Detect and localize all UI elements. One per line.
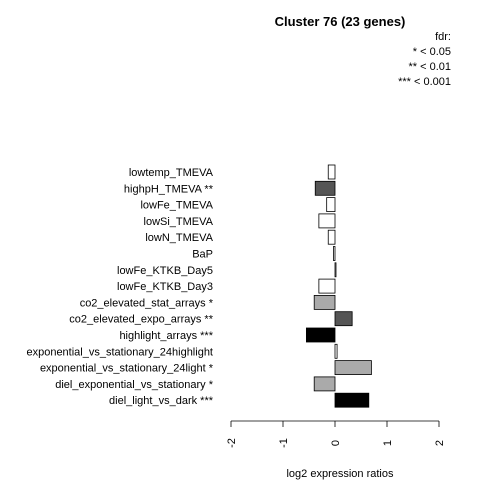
- x-axis-label: log2 expression ratios: [286, 468, 394, 480]
- bar-3: [318, 213, 336, 229]
- bar-11: [334, 343, 338, 359]
- category-label-2: lowFe_TMEVA: [140, 200, 213, 212]
- bar-12: [334, 360, 372, 376]
- bars-group: [305, 164, 372, 408]
- bar-10: [305, 327, 336, 343]
- category-label-9: co2_elevated_expo_arrays **: [69, 314, 213, 326]
- category-label-6: lowFe_KTKB_Day5: [117, 265, 213, 277]
- category-label-11: exponential_vs_stationary_24highlight: [26, 346, 213, 358]
- x-tick-label-4: 2: [434, 440, 446, 446]
- category-label-10: highlight_arrays ***: [119, 330, 213, 342]
- legend-entry-3: *** < 0.001: [398, 76, 451, 88]
- x-tick-label-1: -1: [278, 438, 290, 448]
- category-label-14: diel_light_vs_dark ***: [109, 395, 214, 407]
- category-label-1: highpH_TMEVA **: [124, 183, 214, 195]
- bar-5: [333, 246, 336, 261]
- category-label-0: lowtemp_TMEVA: [129, 167, 214, 179]
- category-label-5: BaP: [192, 249, 213, 261]
- bar-9: [334, 311, 353, 327]
- category-label-12: exponential_vs_stationary_24light *: [40, 363, 214, 375]
- bar-1: [314, 180, 336, 196]
- legend-entry-2: ** < 0.01: [408, 61, 451, 73]
- chart-title: Cluster 76 (23 genes): [275, 14, 406, 29]
- bar-0: [327, 164, 336, 180]
- legend-entry-1: * < 0.05: [413, 46, 451, 58]
- category-label-4: lowN_TMEVA: [145, 232, 213, 244]
- bar-13: [313, 376, 336, 392]
- category-label-8: co2_elevated_stat_arrays *: [80, 297, 214, 309]
- category-label-7: lowFe_KTKB_Day3: [117, 281, 213, 293]
- bar-6: [334, 262, 337, 278]
- category-labels: lowtemp_TMEVA highpH_TMEVA ** lowFe_TMEVAl…: [26, 167, 213, 407]
- bar-8: [313, 294, 336, 310]
- x-axis: -2 -1 0 1 2: [226, 420, 446, 448]
- x-tick-label-3: 1: [382, 440, 394, 446]
- category-label-3: lowSi_TMEVA: [144, 216, 214, 228]
- bar-2: [326, 197, 336, 213]
- bar-7: [318, 278, 336, 294]
- bar-14: [334, 392, 370, 408]
- category-label-13: diel_exponential_vs_stationary *: [55, 379, 213, 391]
- x-tick-label-2: 0: [330, 440, 342, 446]
- x-tick-label-0: -2: [226, 438, 238, 448]
- legend-title: fdr:: [435, 31, 451, 43]
- bar-4: [327, 229, 336, 245]
